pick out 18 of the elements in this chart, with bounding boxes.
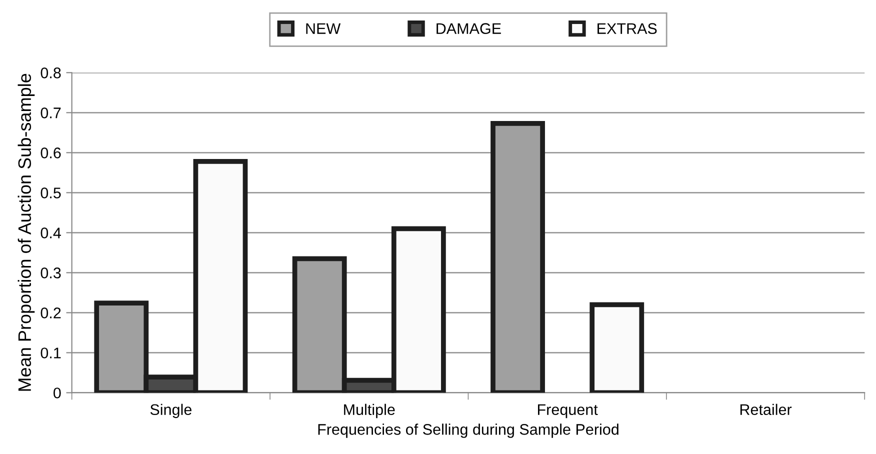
legend-label: DAMAGE xyxy=(436,23,501,34)
y-tick-label: 0.4 xyxy=(40,228,61,238)
x-tick-label: Frequent xyxy=(538,404,598,418)
x-tick-label: Single xyxy=(150,404,192,418)
legend-label: NEW xyxy=(306,23,341,34)
y-tick-label: 0.5 xyxy=(40,188,61,198)
y-tick-label: 0.3 xyxy=(40,268,61,278)
y-tick-label: 0 xyxy=(54,388,61,398)
y-tick-label: 0.1 xyxy=(40,348,61,358)
x-axis-title: Frequencies of Selling during Sample Period xyxy=(318,424,618,438)
y-tick-label: 0.7 xyxy=(40,108,61,118)
x-tick-label: Multiple xyxy=(344,404,395,418)
y-tick-label: 0.8 xyxy=(40,68,61,78)
legend-label: EXTRAS xyxy=(598,23,657,34)
y-tick-label: 0.6 xyxy=(40,148,61,158)
y-tick-label: 0.2 xyxy=(40,308,61,318)
x-tick-label: Retailer xyxy=(740,404,792,416)
y-axis-title: Mean Proportion of Auction Sub-sample xyxy=(18,74,35,391)
